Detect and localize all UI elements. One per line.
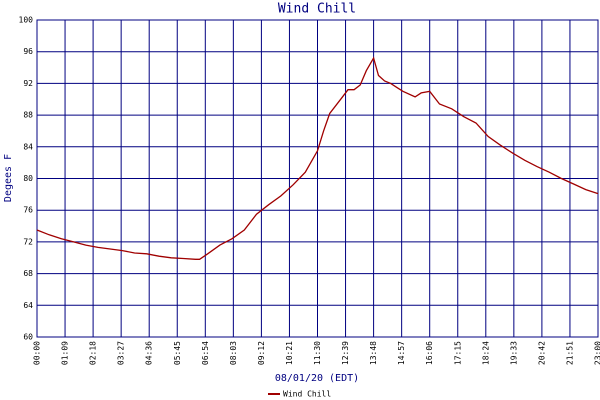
x-tick-label: 23:00 xyxy=(594,341,600,365)
y-tick-label: 84 xyxy=(23,142,33,151)
data-line xyxy=(36,56,599,260)
x-tick-label: 17:15 xyxy=(453,341,462,365)
y-tick-label: 92 xyxy=(23,79,33,88)
x-tick-label: 14:57 xyxy=(397,341,406,365)
x-tick-label: 00:00 xyxy=(33,341,42,365)
x-tick-label: 18:24 xyxy=(481,341,490,365)
y-tick-label: 96 xyxy=(23,47,33,56)
y-tick-label: 76 xyxy=(23,206,33,215)
x-tick-label: 04:36 xyxy=(145,341,154,365)
x-tick-label: 13:48 xyxy=(369,341,378,365)
x-tick-label: 02:18 xyxy=(89,341,98,365)
chart-title: Wind Chill xyxy=(278,2,356,17)
y-tick-label: 72 xyxy=(23,237,33,246)
x-tick-label: 20:42 xyxy=(537,341,546,365)
legend-label: Wind Chill xyxy=(283,390,331,399)
y-tick-label: 100 xyxy=(19,16,34,25)
x-tick-label: 19:33 xyxy=(509,341,518,365)
x-tick-label: 05:45 xyxy=(173,341,182,365)
x-tick-label: 08:03 xyxy=(229,341,238,365)
y-tick-label: 80 xyxy=(23,174,33,183)
x-tick-label: 11:30 xyxy=(313,341,322,365)
x-tick-label: 06:54 xyxy=(201,341,210,365)
x-tick-label: 01:09 xyxy=(61,341,70,365)
x-tick-label: 16:06 xyxy=(425,341,434,365)
y-axis-label: Degees F xyxy=(3,154,14,202)
x-tick-label: 12:39 xyxy=(341,341,350,365)
x-tick-label: 21:51 xyxy=(565,341,574,365)
x-tick-label: 03:27 xyxy=(117,341,126,365)
x-tick-label: 10:21 xyxy=(285,341,294,365)
x-tick-label: 09:12 xyxy=(257,341,266,365)
y-tick-label: 64 xyxy=(23,301,33,310)
x-axis-label: 08/01/20 (EDT) xyxy=(275,373,359,384)
y-tick-label: 60 xyxy=(23,333,33,342)
y-tick-label: 68 xyxy=(23,269,33,278)
y-tick-label: 88 xyxy=(23,111,33,120)
